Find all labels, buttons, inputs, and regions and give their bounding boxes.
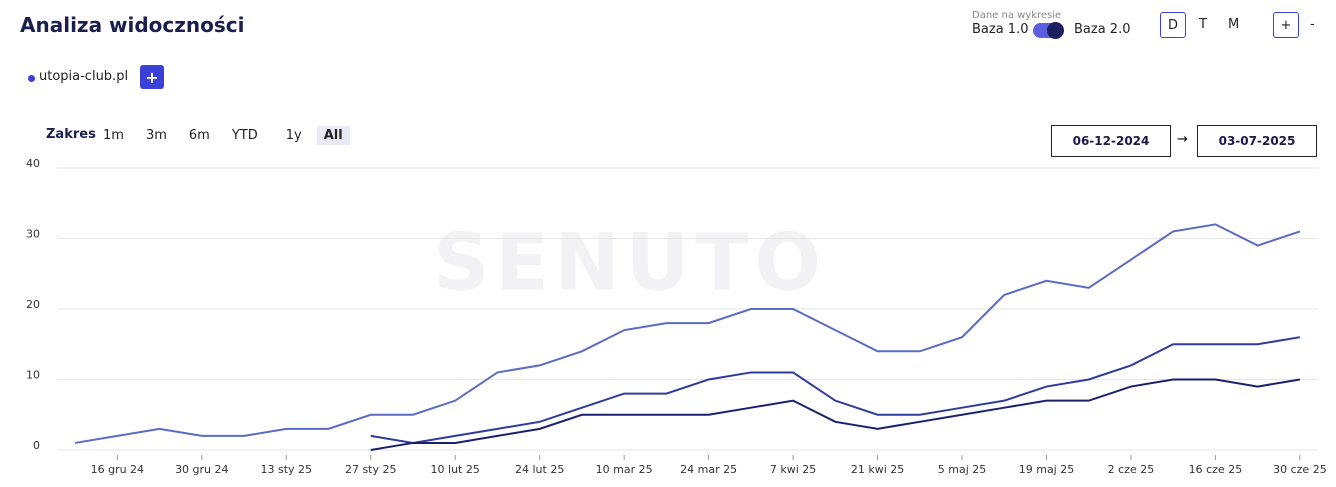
date-from[interactable]: 06-12-2024 [1051,125,1171,157]
date-arrow: → [1177,132,1188,147]
granularity-button[interactable]: M [1228,17,1240,32]
legend-dot [28,75,35,82]
y-tick-label: 10 [26,369,40,382]
x-tick-label: 5 maj 25 [938,463,987,476]
watermark: SENUTO [433,218,827,308]
range-button[interactable]: 1y [285,128,302,143]
data-label: Dane na wykresie [972,10,1062,21]
series-line [74,223,1301,444]
x-tick-label: 16 cze 25 [1189,463,1243,476]
x-tick-label: 10 lut 25 [431,463,480,476]
granularity-button[interactable]: D [1160,12,1186,38]
y-tick-label: 30 [26,228,40,241]
series-line [370,336,1301,444]
x-tick-label: 27 sty 25 [345,463,397,476]
base-label: Baza 1.0 [972,22,1029,37]
y-tick-label: 40 [26,157,40,170]
x-tick-label: 16 gru 24 [91,463,144,476]
domain-label: utopia-club.pl [39,69,129,84]
add-button[interactable]: + [140,65,164,89]
range-button[interactable]: 3m [145,128,167,143]
x-tick-label: 30 gru 24 [175,463,228,476]
x-tick-label: 30 cze 25 [1273,463,1327,476]
x-tick-label: 21 kwi 25 [851,463,904,476]
granularity-button[interactable]: T [1199,17,1207,32]
range-button[interactable]: 1m [103,128,124,143]
y-tick-label: 0 [33,439,40,452]
range-button[interactable]: All [316,126,350,145]
base-label: Baza 2.0 [1074,22,1131,37]
y-tick-label: 20 [26,298,40,311]
x-tick-label: 2 cze 25 [1108,463,1155,476]
x-tick-label: 24 mar 25 [680,463,737,476]
zoom-out[interactable]: - [1310,17,1315,32]
x-tick-label: 13 sty 25 [260,463,312,476]
range-button[interactable]: YTD [231,128,258,143]
range-button[interactable]: 6m [188,128,210,143]
range-buttons: 1m 3m 6m YTD 1y All [96,126,358,145]
series-line [370,378,1301,451]
toggle[interactable] [1033,22,1064,39]
x-tick-label: 10 mar 25 [596,463,653,476]
x-tick-label: 7 kwi 25 [770,463,816,476]
zoom-in[interactable]: + [1273,12,1299,38]
range-label: Zakres [46,127,96,142]
x-tick-label: 19 maj 25 [1019,463,1075,476]
page-title: Analiza widoczności [20,13,245,37]
date-to[interactable]: 03-07-2025 [1197,125,1317,157]
x-tick-label: 24 lut 25 [515,463,564,476]
